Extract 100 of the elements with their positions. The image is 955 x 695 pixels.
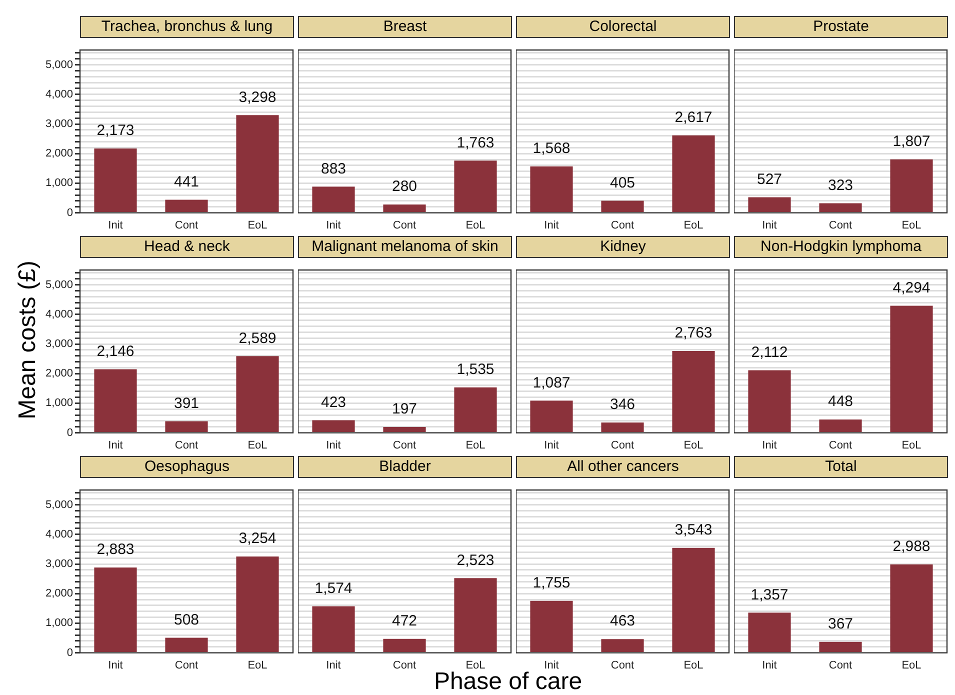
data-label: 1,763 [456,134,494,152]
data-label: 883 [320,160,346,178]
x-tick-label: Init [108,219,123,232]
bar [236,356,279,432]
x-tick-label: Init [108,439,123,452]
bar [165,421,208,432]
data-label: 2,173 [96,122,134,140]
data-label: 2,988 [892,538,930,555]
y-tick-label: 1,000 [45,397,73,410]
x-tick-label: Cont [610,439,634,452]
y-tick-label: 4,000 [45,88,73,100]
x-tick-label: EoL [684,439,704,452]
x-tick-label: Cont [392,439,416,452]
y-tick-label: 2,000 [45,368,73,380]
bar [94,148,137,212]
x-tick-label: EoL [248,659,268,672]
data-label: 2,617 [674,108,712,126]
data-label: 197 [392,400,418,418]
x-tick-label: Init [326,439,341,452]
data-label: 3,254 [238,530,276,548]
x-tick-label: Init [326,219,341,232]
x-tick-label: Cont [828,439,852,452]
x-tick-label: EoL [902,659,922,672]
x-tick-label: EoL [902,219,922,232]
y-tick-label: 3,000 [45,338,73,350]
bar [236,115,279,212]
data-label: 3,298 [238,88,276,106]
y-tick-label: 3,000 [45,558,73,570]
data-label: 1,535 [456,361,494,378]
data-label: 1,807 [892,132,930,150]
y-tick-label: 5,000 [45,58,73,71]
y-tick-label: 3,000 [45,118,73,130]
data-label: 527 [756,170,782,188]
data-label: 2,523 [456,552,494,569]
y-tick-label: 4,000 [45,308,73,320]
data-label: 1,087 [532,374,570,392]
x-tick-label: Cont [392,659,416,672]
data-label: 423 [320,394,346,411]
data-label: 391 [174,394,200,412]
y-tick-label: 5,000 [45,498,73,511]
y-tick-label: 4,000 [45,528,73,540]
data-label: 280 [392,178,418,196]
chart-title: Breast [298,16,512,38]
y-axis-title: Mean costs (£) [14,260,42,422]
x-tick-label: EoL [684,219,704,232]
data-label: 367 [828,616,854,633]
x-tick-label: EoL [684,659,704,672]
y-tick-label: 0 [66,206,73,219]
data-label: 323 [828,176,854,194]
data-label: 1,357 [750,586,788,604]
data-label: 2,112 [751,344,788,361]
data-label: 4,294 [892,279,930,296]
x-tick-label: EoL [902,439,922,452]
data-label: 3,543 [674,522,712,539]
x-tick-label: Cont [174,659,198,672]
data-label: 1,568 [532,140,570,158]
x-tick-label: Init [762,659,777,672]
x-tick-label: EoL [466,219,486,232]
x-tick-label: EoL [248,219,268,232]
data-label: 1,755 [532,574,570,592]
x-tick-label: Cont [828,219,852,232]
y-tick-label: 1,000 [45,177,73,190]
bar [236,556,279,652]
chart-title: All other cancers [516,456,730,478]
x-tick-label: EoL [466,439,486,452]
x-tick-label: Init [108,659,123,672]
chart-title: Head & neck [80,236,294,258]
y-tick-label: 5,000 [45,278,73,291]
x-tick-label: Init [544,219,559,232]
data-label: 405 [610,174,636,192]
bar [165,200,208,212]
x-tick-label: Cont [610,659,634,672]
data-label: 346 [610,396,636,414]
chart-title: Kidney [516,236,730,258]
data-label: 441 [174,173,200,190]
data-label: 2,589 [238,330,276,347]
x-tick-label: Cont [392,219,416,232]
data-label: 1,574 [314,580,352,597]
data-label: 508 [174,611,200,628]
chart-title: Malignant melanoma of skin [298,236,512,258]
x-tick-label: Init [326,659,341,672]
y-tick-label: 1,000 [45,617,73,630]
chart-title: Total [734,456,948,478]
x-tick-label: Cont [174,219,198,232]
y-tick-label: 2,000 [45,148,73,160]
y-tick-label: 0 [66,646,73,659]
data-label: 463 [610,612,636,630]
bar [165,638,208,652]
data-label: 448 [828,393,854,410]
x-tick-label: EoL [248,439,268,452]
x-tick-label: Cont [610,219,634,232]
data-label: 2,763 [674,324,712,342]
data-label: 2,883 [96,541,134,558]
chart-title: Non-Hodgkin lymphoma [734,236,948,258]
chart-title: Trachea, bronchus & lung [80,16,294,38]
bar [94,567,137,652]
x-tick-label: Init [762,439,777,452]
chart-title: Oesophagus [80,456,294,478]
data-label: 472 [392,612,418,630]
x-tick-label: Cont [828,659,852,672]
